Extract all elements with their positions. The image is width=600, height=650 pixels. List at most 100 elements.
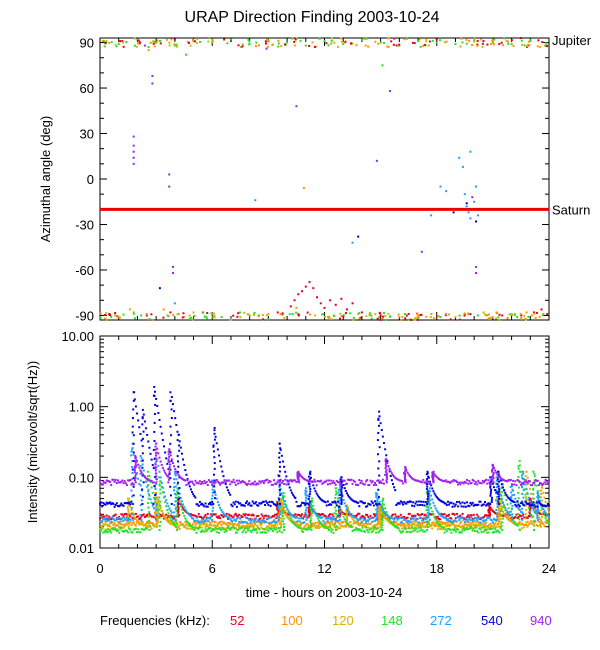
intensity-point-148khz [112, 528, 115, 531]
intensity-point-540khz [244, 501, 247, 504]
intensity-point-148khz [368, 528, 371, 531]
intensity-burst-148khz [310, 502, 313, 505]
intensity-point-540khz [376, 503, 379, 506]
intensity-point-148khz [106, 531, 109, 534]
intensity-point-940khz [453, 479, 456, 482]
intensity-point-540khz [112, 502, 115, 505]
intensity-point-52khz [160, 515, 163, 518]
azimuth-point-120khz [413, 318, 416, 321]
intensity-burst-940khz [431, 475, 434, 478]
intensity-point-120khz [203, 523, 206, 526]
intensity-burst-940khz [491, 475, 494, 478]
intensity-burst-272khz [173, 504, 176, 507]
intensity-point-940khz [215, 478, 218, 481]
intensity-burst-940khz [403, 480, 406, 483]
azimuth-point-100khz [463, 312, 466, 315]
intensity-point-540khz [264, 503, 267, 506]
intensity-burst-940khz [155, 454, 158, 457]
azimuth-point-52khz [498, 313, 501, 316]
intensity-point-540khz [305, 502, 308, 505]
intensity-point-100khz [414, 520, 417, 523]
azimuth-point-100khz [295, 37, 298, 40]
intensity-point-940khz [409, 476, 412, 479]
intensity-point-940khz [427, 480, 430, 483]
intensity-burst-120khz [127, 512, 130, 515]
intensity-point-540khz [221, 470, 224, 473]
intensity-point-100khz [485, 521, 488, 524]
intensity-point-540khz [271, 501, 274, 504]
intensity-point-540khz [360, 500, 363, 503]
intensity-point-100khz [140, 520, 143, 523]
intensity-point-540khz [115, 502, 118, 505]
intensity-burst-148khz [158, 524, 161, 527]
azimuth-point-52khz [301, 290, 304, 293]
intensity-burst-272khz [173, 478, 176, 481]
intensity-point-940khz [225, 479, 228, 482]
intensity-point-52khz [214, 513, 217, 516]
intensity-point-148khz [132, 528, 135, 531]
intensity-point-100khz [234, 520, 237, 523]
azimuth-point-52khz [342, 315, 345, 318]
intensity-point-272khz [133, 460, 136, 463]
intensity-point-940khz [195, 482, 198, 485]
intensity-point-272khz [247, 517, 250, 520]
intensity-point-540khz [175, 423, 178, 426]
intensity-point-120khz [195, 526, 198, 529]
intensity-point-272khz [378, 500, 381, 503]
intensity-point-272khz [362, 518, 365, 521]
intensity-burst-100khz [377, 508, 380, 511]
intensity-point-940khz [536, 479, 539, 482]
intensity-burst-272khz [305, 506, 308, 509]
intensity-burst-272khz [428, 518, 431, 521]
intensity-point-940khz [339, 483, 342, 486]
intensity-burst-540khz [340, 488, 343, 491]
intensity-point-272khz [321, 516, 324, 519]
azimuth-point-52khz [316, 296, 319, 299]
intensity-point-940khz [244, 482, 247, 485]
intensity-point-272khz [414, 519, 417, 522]
intensity-point-120khz [449, 524, 452, 527]
intensity-point-272khz [518, 509, 521, 512]
intensity-point-120khz [386, 519, 389, 522]
azimuth-point-272khz [475, 185, 478, 188]
intensity-point-52khz [448, 513, 451, 516]
intensity-point-52khz [411, 514, 414, 517]
intensity-burst-272khz [520, 474, 523, 477]
intensity-point-100khz [445, 521, 448, 524]
azimuth-point-148khz [304, 44, 307, 47]
intensity-point-148khz [122, 530, 125, 533]
intensity-point-940khz [503, 479, 506, 482]
intensity-point-120khz [440, 527, 443, 530]
intensity-point-940khz [246, 483, 249, 486]
intensity-point-120khz [462, 525, 465, 528]
intensity-point-148khz [367, 531, 370, 534]
intensity-burst-148khz [517, 523, 520, 526]
intensity-burst-540khz [213, 467, 216, 470]
azimuth-point-52khz [181, 316, 184, 319]
intensity-point-120khz [169, 522, 172, 525]
intensity-point-540khz [331, 501, 334, 504]
azimuth-point-52khz [108, 313, 111, 316]
intensity-point-940khz [360, 479, 363, 482]
intensity-burst-120khz [156, 497, 159, 500]
intensity-burst-148khz [174, 516, 177, 519]
intensity-burst-272khz [495, 489, 498, 492]
intensity-point-540khz [521, 501, 524, 504]
intensity-point-940khz [388, 467, 391, 470]
intensity-burst-272khz [337, 491, 340, 494]
intensity-point-100khz [413, 522, 416, 525]
intensity-point-272khz [123, 517, 126, 520]
intensity-point-540khz [423, 504, 426, 507]
intensity-point-272khz [286, 508, 289, 511]
intensity-point-940khz [544, 478, 547, 481]
azimuth-point-148khz [323, 40, 326, 43]
intensity-point-120khz [323, 526, 326, 529]
intensity-burst-540khz [378, 446, 381, 449]
azimuth-point-52khz [340, 297, 343, 300]
intensity-point-100khz [314, 522, 317, 525]
intensity-point-940khz [143, 476, 146, 479]
intensity-point-120khz [436, 528, 439, 531]
intensity-burst-148khz [174, 525, 177, 528]
intensity-point-100khz [469, 521, 472, 524]
intensity-point-540khz [531, 503, 534, 506]
